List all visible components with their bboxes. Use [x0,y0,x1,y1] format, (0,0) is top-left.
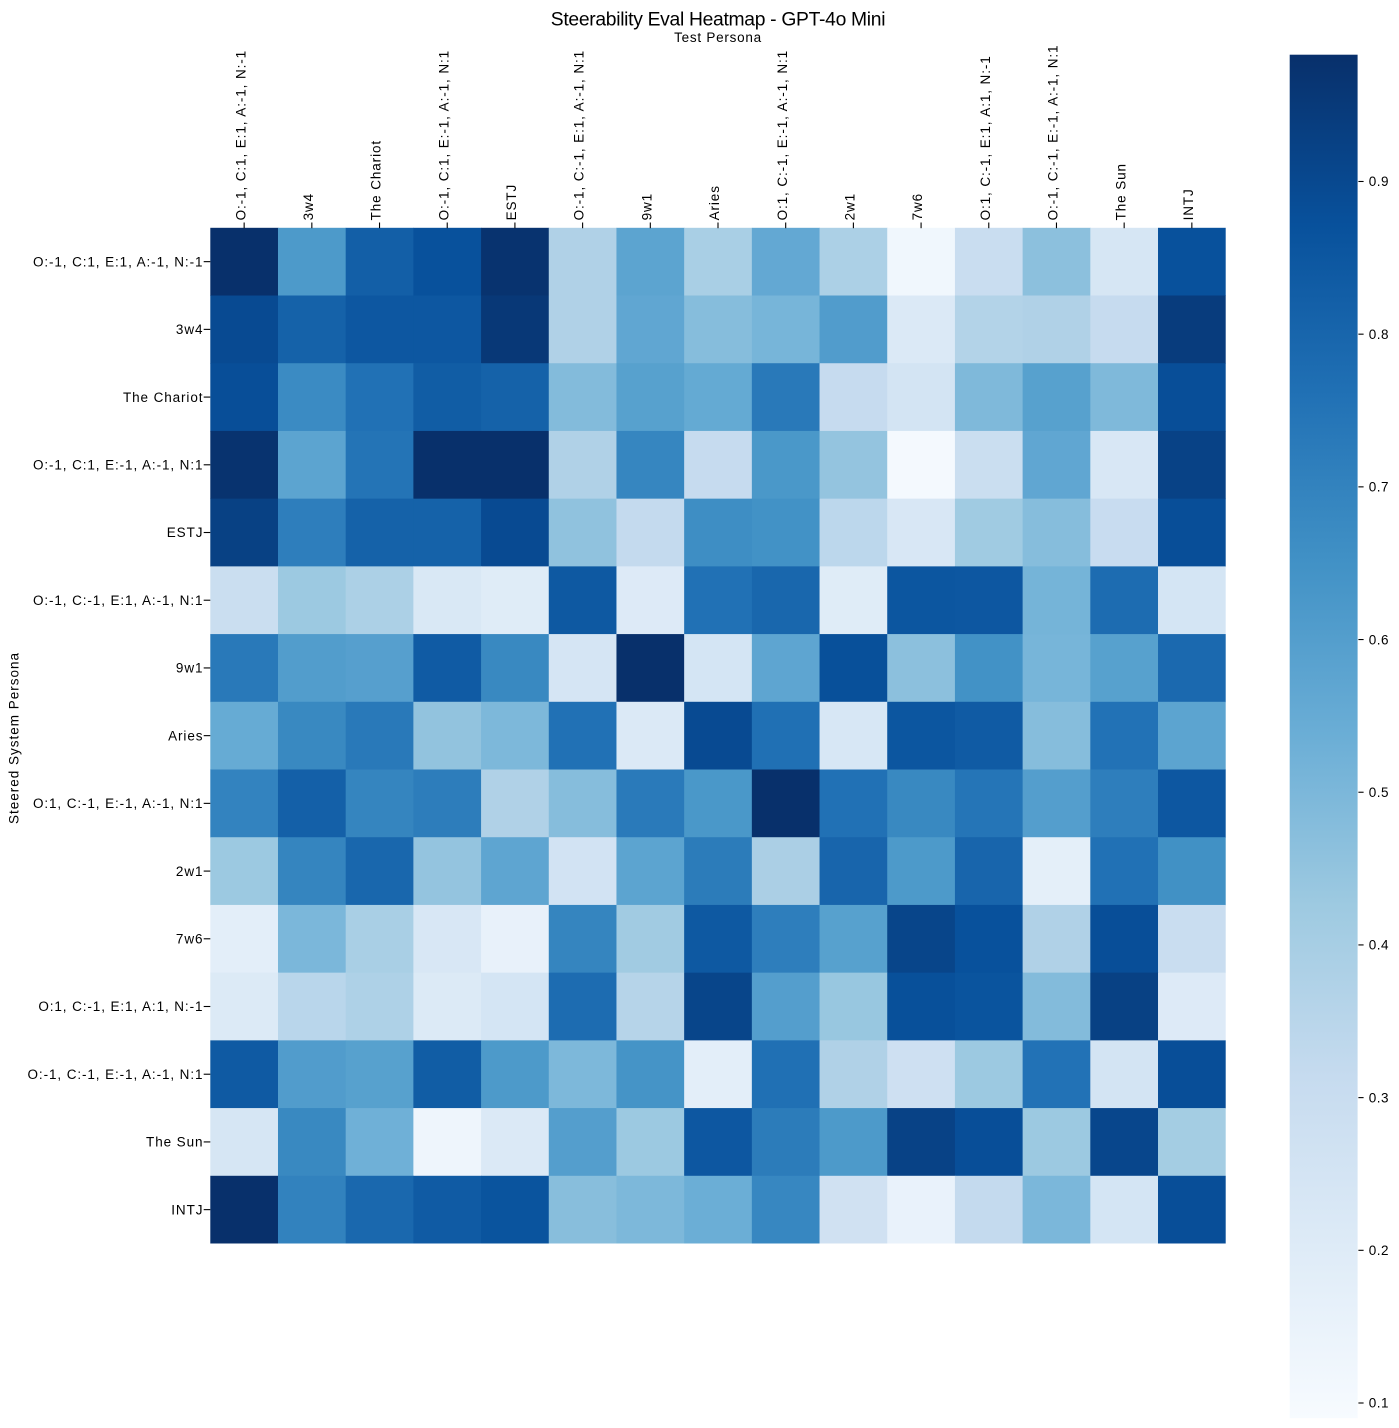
svg-text:INTJ: INTJ [1181,188,1196,220]
svg-text:Test Persona: Test Persona [674,30,762,45]
svg-text:ESTJ: ESTJ [167,525,204,540]
svg-text:2w1: 2w1 [842,193,857,220]
svg-text:Steered System Persona: Steered System Persona [7,652,22,824]
svg-text:3w4: 3w4 [176,322,203,337]
svg-text:INTJ: INTJ [171,1202,203,1217]
svg-text:O:-1, C:1, E:1, A:-1, N:-1: O:-1, C:1, E:1, A:-1, N:-1 [33,254,203,269]
svg-text:O:-1, C:-1, E:-1, A:-1, N:1: O:-1, C:-1, E:-1, A:-1, N:1 [28,1067,204,1082]
svg-text:0.8: 0.8 [1369,327,1389,342]
svg-text:9w1: 9w1 [176,661,203,676]
svg-text:7w6: 7w6 [910,193,925,220]
svg-text:O:-1, C:-1, E:-1, A:-1, N:1: O:-1, C:-1, E:-1, A:-1, N:1 [1046,45,1061,221]
svg-text:The Chariot: The Chariot [123,390,203,405]
svg-text:0.9: 0.9 [1369,174,1389,189]
svg-text:0.4: 0.4 [1369,938,1389,953]
svg-text:O:-1, C:1, E:-1, A:-1, N:1: O:-1, C:1, E:-1, A:-1, N:1 [436,50,451,220]
svg-text:The Chariot: The Chariot [369,140,384,220]
svg-text:O:1, C:-1, E:1, A:1, N:-1: O:1, C:-1, E:1, A:1, N:-1 [978,55,993,220]
svg-text:O:-1, C:1, E:-1, A:-1, N:1: O:-1, C:1, E:-1, A:-1, N:1 [33,458,203,473]
svg-text:3w4: 3w4 [301,193,316,220]
svg-text:Steerability Eval Heatmap - GP: Steerability Eval Heatmap - GPT-4o Mini [551,9,885,30]
svg-text:9w1: 9w1 [639,193,654,220]
svg-text:Aries: Aries [168,728,203,743]
svg-text:2w1: 2w1 [176,864,203,879]
svg-text:0.5: 0.5 [1369,785,1389,800]
svg-text:0.6: 0.6 [1369,632,1389,647]
svg-text:O:1, C:-1, E:-1, A:-1, N:1: O:1, C:-1, E:-1, A:-1, N:1 [33,796,203,811]
svg-text:O:-1, C:-1, E:1, A:-1, N:1: O:-1, C:-1, E:1, A:-1, N:1 [33,593,203,608]
svg-text:The Sun: The Sun [146,1135,203,1150]
svg-text:0.7: 0.7 [1369,480,1389,495]
svg-text:0.3: 0.3 [1369,1090,1389,1105]
svg-text:Aries: Aries [707,185,722,220]
svg-text:O:1, C:-1, E:1, A:1, N:-1: O:1, C:-1, E:1, A:1, N:-1 [38,999,203,1014]
svg-text:0.2: 0.2 [1369,1243,1389,1258]
svg-text:O:1, C:-1, E:-1, A:-1, N:1: O:1, C:-1, E:-1, A:-1, N:1 [775,50,790,220]
svg-text:ESTJ: ESTJ [504,184,519,221]
svg-text:O:-1, C:1, E:1, A:-1, N:-1: O:-1, C:1, E:1, A:-1, N:-1 [233,50,248,220]
svg-text:The Sun: The Sun [1113,163,1128,220]
svg-text:0.1: 0.1 [1369,1396,1389,1411]
svg-text:7w6: 7w6 [176,931,203,946]
svg-text:O:-1, C:-1, E:1, A:-1, N:1: O:-1, C:-1, E:1, A:-1, N:1 [572,50,587,220]
